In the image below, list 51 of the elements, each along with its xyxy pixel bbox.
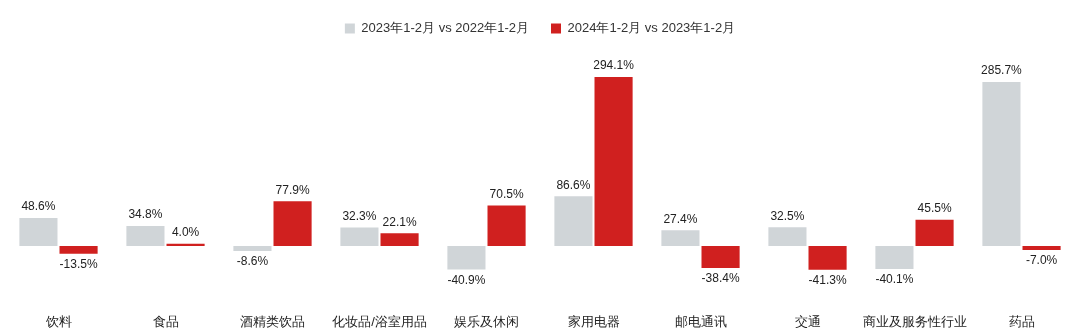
bar	[701, 245, 740, 269]
bar	[875, 245, 914, 269]
data-label: 32.5%	[770, 208, 805, 223]
x-tick-label: 酒精类饮品	[240, 313, 305, 329]
bar	[340, 227, 379, 246]
bar	[594, 77, 633, 246]
data-label: -40.9%	[447, 272, 486, 287]
data-label: 45.5%	[917, 201, 952, 216]
bar	[19, 218, 58, 246]
data-label: 77.9%	[275, 182, 310, 197]
data-label: 294.1%	[593, 58, 635, 73]
x-tick-label: 娱乐及休闲	[454, 313, 519, 329]
data-label: -13.5%	[59, 257, 98, 272]
x-tick-label: 化妆品/浴室用品	[332, 313, 427, 329]
bar	[380, 233, 419, 246]
bar	[273, 201, 312, 246]
bar	[233, 245, 272, 251]
x-tick-label: 食品	[152, 313, 179, 329]
data-label: -40.1%	[875, 272, 914, 287]
data-label: 32.3%	[342, 208, 377, 223]
bar	[915, 219, 954, 246]
data-label: 86.6%	[556, 177, 591, 192]
data-label: 22.1%	[382, 214, 417, 229]
bar	[487, 205, 526, 246]
data-label: 4.0%	[171, 224, 200, 239]
bar	[554, 196, 593, 246]
x-tick-label: 商业及服务性行业	[862, 313, 967, 329]
data-label: 34.8%	[128, 207, 163, 222]
data-label: -38.4%	[701, 271, 740, 286]
bar	[126, 226, 165, 246]
legend-label: 2024年1-2月 vs 2023年1-2月	[567, 20, 736, 36]
x-tick-label: 交通	[794, 313, 821, 329]
data-label: 27.4%	[663, 211, 698, 226]
data-label: -8.6%	[236, 254, 269, 269]
bar	[768, 227, 807, 246]
bar	[808, 245, 847, 270]
data-label: 70.5%	[489, 186, 524, 201]
x-tick-label: 家用电器	[567, 313, 620, 329]
bar	[661, 230, 700, 246]
legend-label: 2023年1-2月 vs 2022年1-2月	[361, 20, 530, 36]
data-label: 48.6%	[21, 199, 56, 214]
data-label: 285.7%	[981, 63, 1023, 78]
x-tick-label: 药品	[1008, 313, 1035, 329]
bar	[59, 245, 98, 254]
x-tick-label: 饮料	[44, 313, 72, 329]
bar	[447, 245, 486, 270]
x-tick-label: 邮电通讯	[674, 313, 727, 329]
bar	[982, 81, 1021, 246]
data-label: -7.0%	[1025, 253, 1058, 268]
bar	[1022, 245, 1061, 250]
data-label: -41.3%	[808, 273, 847, 288]
